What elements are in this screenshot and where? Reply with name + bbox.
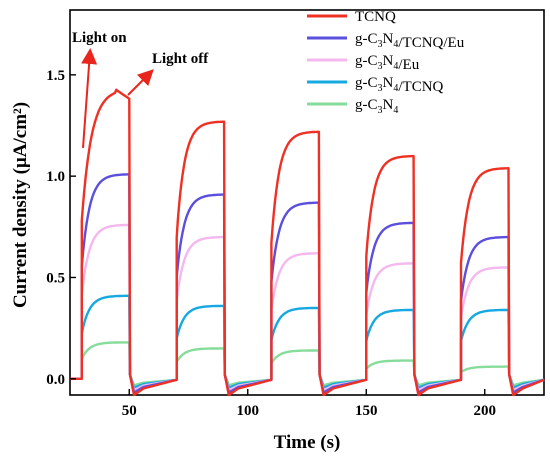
legend-entry: TCNQ <box>355 9 396 25</box>
legend-entry: g-C3N4/TCNQ <box>355 75 444 95</box>
x-tick-label: 100 <box>237 403 260 419</box>
y-tick-label: 1.5 <box>46 68 65 84</box>
x-tick-label: 150 <box>355 403 378 419</box>
series-line <box>70 341 545 387</box>
series-layer <box>70 88 545 397</box>
x-tick-label: 200 <box>474 403 497 419</box>
plot-frame <box>69 9 545 396</box>
light-off-arrow <box>127 69 154 96</box>
legend-entry: g-C3N4/Eu <box>355 53 420 73</box>
legend-entry: g-C3N4 <box>355 97 398 116</box>
y-ticks: 0.0 0.5 1.0 1.5 <box>46 68 76 388</box>
x-axis-label: Time (s) <box>274 432 341 453</box>
y-axis-label: Current density (μA/cm²) <box>10 102 31 308</box>
light-off-label: Light off <box>152 51 209 67</box>
y-tick-label: 0.5 <box>46 270 65 286</box>
plot-area: 50 100 150 200 0.0 0.5 1.0 1.5 <box>46 9 545 419</box>
annotations: Light on Light off <box>72 30 209 149</box>
x-tick-label: 50 <box>122 403 137 419</box>
series-line <box>70 294 545 389</box>
light-on-label: Light on <box>72 30 127 46</box>
legend: TCNQ g-C3N4/TCNQ/Eug-C3N4/Eug-C3N4/TCNQ g-… <box>307 9 465 116</box>
x-ticks: 50 100 150 200 <box>122 389 496 419</box>
y-tick-label: 1.0 <box>46 169 65 185</box>
series-line <box>70 223 545 392</box>
legend-entry: g-C3N4/TCNQ/Eu <box>355 31 465 51</box>
series-line <box>70 173 545 394</box>
light-on-arrow <box>81 48 98 149</box>
y-tick-label: 0.0 <box>46 372 65 388</box>
series-line <box>70 88 545 397</box>
